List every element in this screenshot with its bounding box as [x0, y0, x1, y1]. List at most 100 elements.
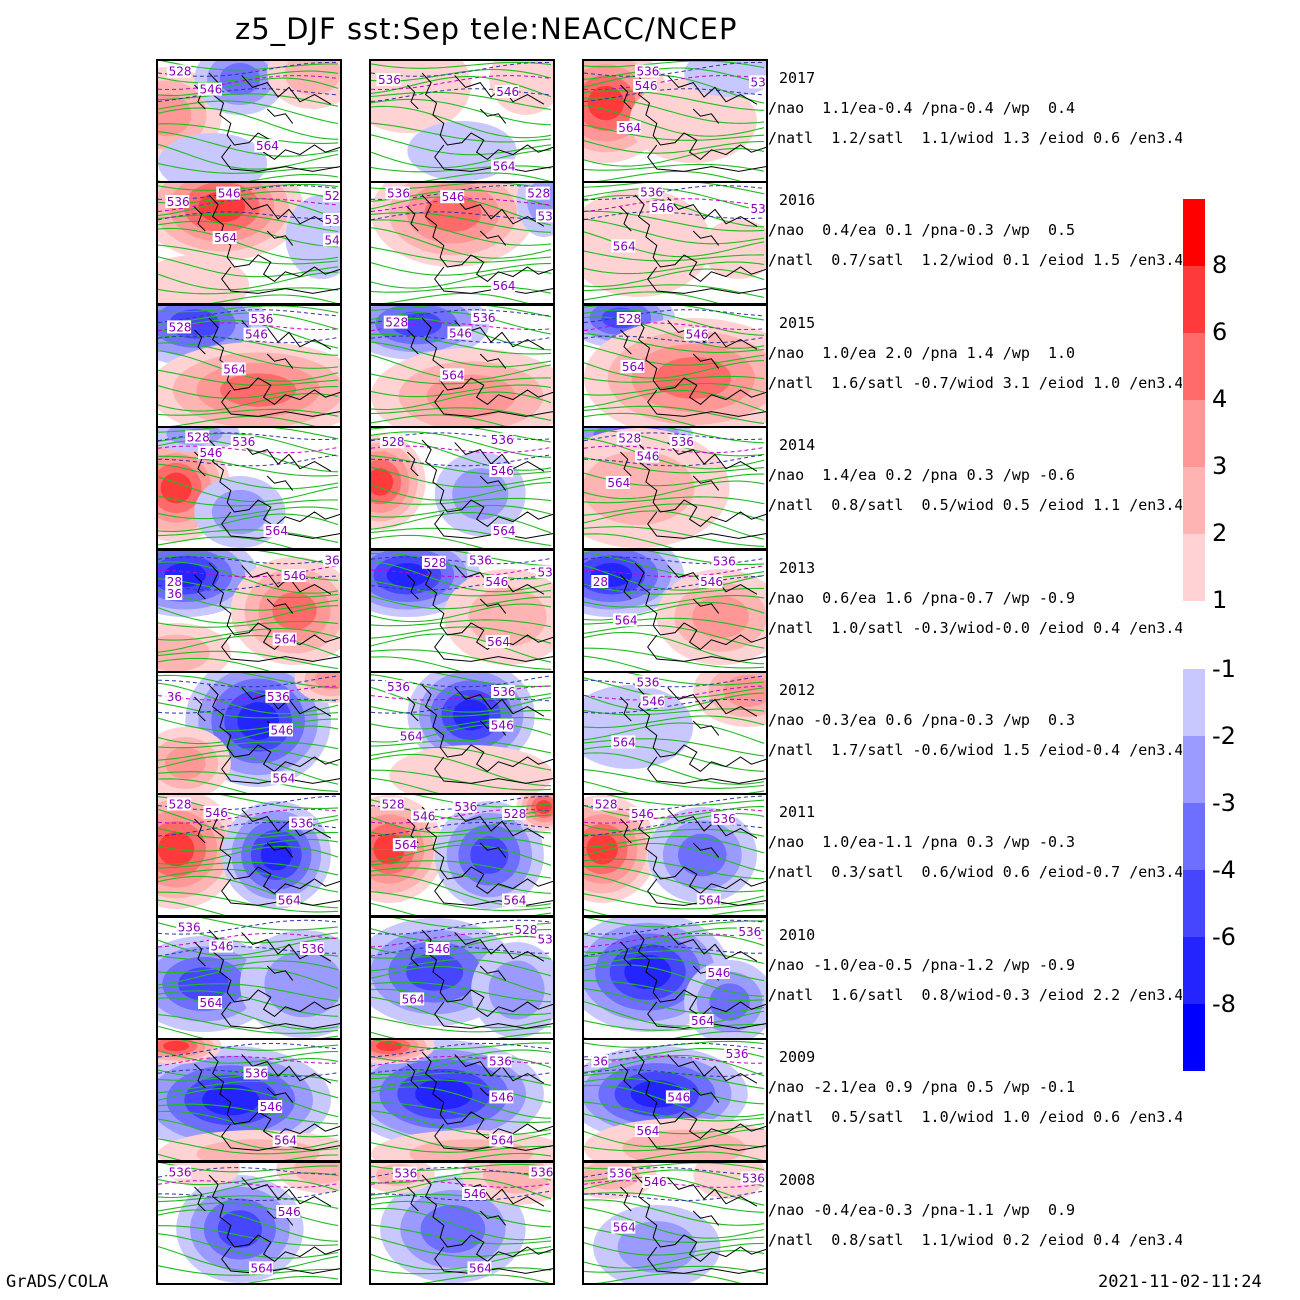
contour-label-box	[485, 635, 510, 648]
contour-label-box	[638, 185, 663, 199]
height-contour-line	[371, 633, 552, 663]
contour-label: 528	[618, 312, 641, 326]
height-contour-line	[158, 173, 339, 181]
colorbar-negative-tick-label: -3	[1212, 789, 1236, 817]
height-contour-line	[584, 873, 765, 906]
positive-anomaly-shading	[284, 61, 340, 96]
height-contour-line	[606, 795, 765, 806]
contour-label-box	[605, 476, 630, 489]
height-contour-line	[584, 780, 765, 793]
height-contour-line	[158, 1225, 339, 1246]
climatology-contour-line	[158, 1180, 339, 1188]
contour-label: 536	[167, 195, 190, 209]
map-canvas: 36 536 546 564	[158, 673, 340, 793]
climatology-contour-line	[371, 556, 552, 565]
height-contour-line	[158, 627, 339, 641]
map-panel-2008-1: 536 546 564	[156, 1161, 342, 1285]
height-contour-line	[584, 261, 765, 275]
contour-label: 546	[427, 942, 450, 956]
height-contour-line	[158, 960, 339, 974]
height-contour-line	[452, 551, 552, 567]
contour-label: 528	[382, 435, 405, 449]
year-label: 2014	[779, 436, 816, 454]
height-contour-line	[158, 1265, 339, 1276]
height-contour-line	[584, 389, 765, 412]
height-contour-line	[158, 1025, 339, 1038]
year-label: 2015	[779, 314, 816, 332]
contour-label: 536	[394, 1167, 417, 1181]
height-contour-line	[158, 1118, 339, 1151]
contour-label: 564	[265, 524, 288, 538]
contour-label-box	[198, 446, 223, 459]
contour-label: 53	[538, 565, 553, 579]
negative-anomaly-shading	[264, 950, 340, 1018]
contour-label: 528	[385, 316, 408, 330]
height-contour-line	[158, 1153, 338, 1160]
contour-label-box	[467, 1261, 492, 1275]
coastline	[194, 194, 340, 294]
map-panel-2016-3: 536 546 564 53	[582, 181, 768, 305]
height-contour-line	[371, 511, 552, 534]
height-contour-line	[584, 1144, 765, 1152]
contour-label: 546	[700, 575, 723, 589]
height-contour-line	[371, 844, 552, 866]
map-panel-2017-2: 536 546 564	[369, 59, 555, 183]
height-contour-line	[584, 964, 765, 997]
coastline	[620, 317, 766, 417]
contour-label: 53	[325, 213, 340, 227]
coastline	[194, 72, 340, 172]
height-contour-line	[584, 344, 765, 366]
contour-label-box	[512, 922, 537, 936]
height-contour-line	[584, 457, 765, 474]
contour-label: 564	[613, 239, 636, 253]
height-contour-line	[584, 1020, 765, 1031]
contour-label-box	[634, 449, 659, 463]
contour-label-box	[385, 680, 410, 694]
contour-label: 546	[245, 328, 268, 342]
height-contour-line	[584, 842, 765, 873]
height-contour-line	[584, 594, 765, 608]
height-contour-line	[584, 564, 765, 591]
contour-label: 536	[726, 1047, 749, 1061]
height-contour-line	[584, 375, 765, 383]
map-canvas: 536 546 536 564	[371, 1163, 553, 1283]
map-panel-2009-2: 536 546 564	[369, 1038, 555, 1162]
height-contour-line	[383, 292, 529, 303]
map-panel-2011-3: 528 546 536 564	[582, 793, 768, 917]
height-contour-line	[158, 1138, 339, 1155]
coastline	[620, 806, 766, 906]
contour-label: 564	[698, 893, 721, 907]
climatology-contour-line	[371, 75, 552, 91]
contour-label-box	[591, 575, 609, 588]
climatology-contour-line	[158, 211, 339, 221]
contour-label-box	[536, 565, 553, 579]
coastline	[620, 929, 766, 1029]
height-contour-line	[371, 262, 551, 276]
height-contour-line	[371, 504, 552, 518]
contour-label-box	[669, 435, 694, 449]
height-contour-line	[158, 846, 339, 865]
index-line-teleconnection: /nao -0.4/ea-0.3 /pna-1.1 /wp 0.9	[768, 1201, 1076, 1219]
height-contour-line	[371, 466, 552, 488]
contour-label-box	[165, 575, 183, 588]
height-contour-line	[158, 1275, 339, 1283]
contour-label-box	[684, 327, 709, 341]
contour-label-box	[494, 85, 519, 98]
height-contour-line	[584, 405, 765, 425]
contour-label: 53	[751, 202, 766, 216]
year-label: 2008	[779, 1171, 816, 1189]
contour-label: 528	[169, 65, 192, 79]
index-line-sst: /natl 1.6/satl -0.7/wiod 3.1 /eiod 1.0 /…	[768, 374, 1182, 392]
height-contour-line	[371, 333, 552, 355]
positive-anomaly-shading	[586, 833, 618, 865]
height-contour-line	[158, 1103, 339, 1125]
height-contour-line	[158, 536, 293, 548]
contour-label: 536	[713, 555, 736, 569]
contour-label: 564	[251, 1261, 274, 1275]
height-contour-line	[158, 650, 339, 670]
map-panel-2013-1: 28 36 546 564 36	[156, 549, 342, 673]
contour-label-box	[613, 613, 638, 627]
height-contour-line	[158, 385, 338, 399]
contour-label: 536	[713, 812, 736, 826]
